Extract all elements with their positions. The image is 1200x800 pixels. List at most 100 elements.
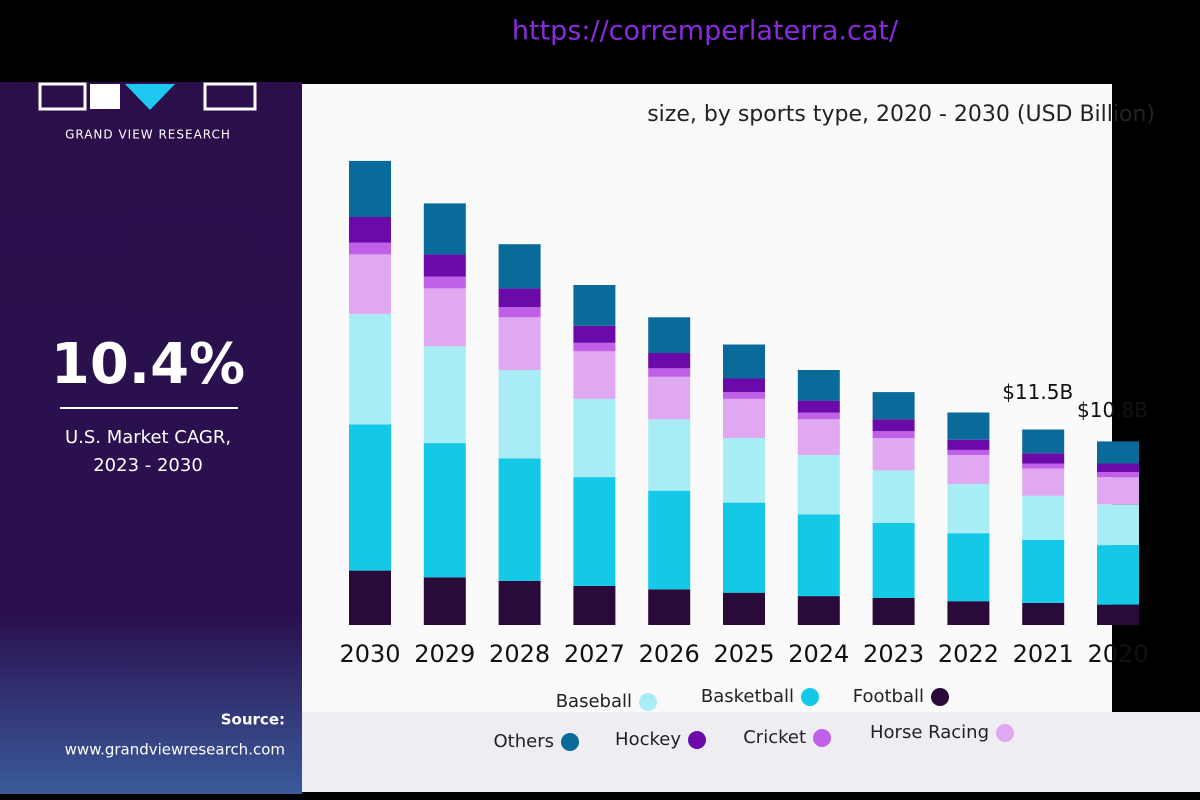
bar-segment — [947, 449, 990, 455]
bar-segment — [1097, 604, 1139, 625]
x-tick-label: 2022 — [938, 640, 999, 668]
bar-segment — [872, 438, 915, 471]
bar-segment — [1022, 453, 1065, 464]
x-tick-label: 2024 — [788, 640, 849, 668]
x-tick-label: 2026 — [639, 640, 700, 668]
x-tick-label: 2021 — [1013, 640, 1074, 668]
bar-segment — [423, 577, 466, 625]
bar-segment — [1022, 468, 1065, 496]
legend-label: Basketball — [701, 686, 794, 707]
address-bar — [0, 0, 1200, 80]
bar-segment — [1022, 540, 1065, 603]
x-tick-label: 2020 — [1087, 640, 1148, 668]
bar-segment — [1097, 545, 1139, 605]
cagr-period: 2023 - 2030 — [93, 455, 203, 476]
sidebar — [0, 82, 302, 794]
bar-segment — [648, 490, 691, 590]
x-tick-label: 2030 — [339, 640, 400, 668]
bar-segment — [573, 398, 616, 478]
bar-segment — [1097, 472, 1139, 478]
bar-segment — [423, 203, 466, 255]
legend-label: Football — [853, 686, 924, 707]
cagr-value: 10.4% — [51, 332, 245, 397]
bar-segment — [947, 533, 990, 602]
bar-segment — [648, 419, 691, 491]
bar-segment — [349, 570, 391, 625]
x-tick-label: 2028 — [489, 640, 550, 668]
bar-segment — [573, 585, 616, 625]
bar-segment — [1097, 504, 1139, 546]
bar-segment — [498, 317, 541, 370]
bar-segment — [1097, 441, 1139, 464]
bar-segment — [648, 368, 691, 377]
bar-segment — [947, 483, 990, 534]
legend-swatch — [813, 729, 831, 747]
bar-segment — [723, 438, 765, 503]
bar-segment — [723, 378, 765, 393]
bar-segment — [349, 160, 391, 217]
legend-label: Baseball — [556, 691, 632, 712]
bar-segment — [797, 419, 840, 455]
brand: GRAND VIEW RESEARCH — [65, 128, 231, 142]
bar-segment — [573, 285, 616, 326]
bar-segment — [1022, 495, 1065, 540]
bar-segment — [1097, 477, 1139, 505]
x-tick-label: 2029 — [414, 640, 475, 668]
bar-segment — [423, 254, 466, 277]
bar-segment — [498, 288, 541, 308]
bar-segment — [423, 288, 466, 347]
bar-segment — [797, 596, 840, 625]
bar-segment — [573, 325, 616, 343]
bar-segment — [797, 514, 840, 597]
bar-segment — [648, 353, 691, 369]
source-url[interactable]: www.grandviewresearch.com — [65, 741, 285, 759]
bar-segment — [349, 217, 391, 243]
bar-segment — [947, 601, 990, 625]
bar-segment — [498, 370, 541, 459]
bar-segment — [797, 370, 840, 401]
x-tick-label: 2023 — [863, 640, 924, 668]
bar-segment — [498, 458, 541, 581]
logo-shape — [125, 84, 175, 110]
bar-segment — [723, 344, 765, 379]
bar-segment — [648, 589, 691, 625]
legend-label: Cricket — [743, 727, 806, 748]
legend-label: Horse Racing — [870, 722, 989, 743]
logo — [38, 82, 257, 111]
bar-segment — [947, 439, 990, 450]
bar-segment — [498, 244, 541, 289]
data-label: $11.5B — [1002, 380, 1073, 404]
logo-shape — [203, 82, 257, 111]
url[interactable]: https://corremperlaterra.cat/ — [512, 16, 899, 47]
bar-segment — [1022, 602, 1065, 625]
bar-segment — [1097, 463, 1139, 472]
chart-panel — [300, 84, 1112, 712]
bar-segment — [872, 419, 915, 432]
logo-shape — [90, 84, 120, 109]
legend-swatch — [639, 693, 657, 711]
chart-subtitle: size, by sports type, 2020 - 2030 (USD B… — [647, 102, 1155, 127]
bar-segment — [723, 392, 765, 399]
bar-segment — [872, 392, 915, 420]
bar-segment — [423, 276, 466, 289]
bar-segment — [797, 400, 840, 413]
logo-shape — [38, 82, 87, 111]
bar-segment — [723, 502, 765, 593]
bar-segment — [872, 470, 915, 523]
bar-segment — [1022, 429, 1065, 454]
legend-swatch — [931, 688, 949, 706]
bar-segment — [723, 592, 765, 625]
bar-segment — [872, 431, 915, 438]
legend-swatch — [996, 724, 1014, 742]
legend-panel — [300, 712, 1200, 792]
bar-segment — [423, 443, 466, 578]
legend-label: Hockey — [615, 729, 681, 750]
source-label: Source: — [221, 711, 285, 729]
bar-segment — [872, 597, 915, 625]
bar-segment — [423, 346, 466, 444]
bar-segment — [947, 455, 990, 484]
x-tick-label: 2025 — [713, 640, 774, 668]
x-tick-label: 2027 — [564, 640, 625, 668]
